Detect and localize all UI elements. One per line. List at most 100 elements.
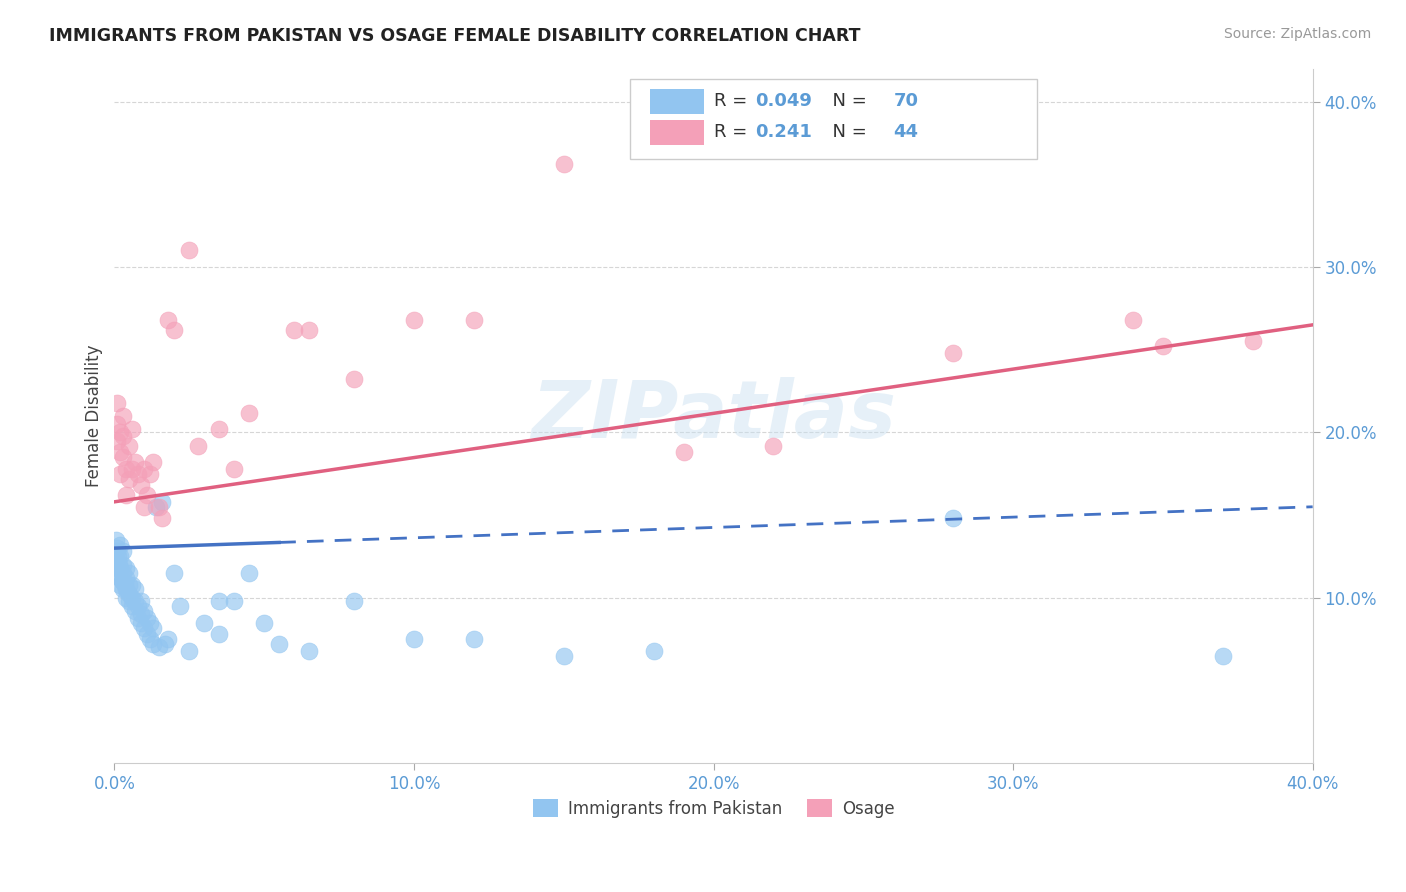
Point [118, 594, 141, 608]
Point [402, 632, 425, 646]
Point [127, 599, 149, 613]
Point [142, 637, 165, 651]
FancyBboxPatch shape [630, 78, 1038, 159]
Point [463, 632, 485, 646]
Point [1212, 648, 1234, 663]
Point [107, 554, 129, 568]
Point [142, 620, 165, 634]
Point [107, 417, 129, 431]
Point [343, 372, 366, 386]
Point [150, 495, 173, 509]
Point [110, 425, 132, 440]
Point [107, 434, 129, 448]
Text: IMMIGRANTS FROM PAKISTAN VS OSAGE FEMALE DISABILITY CORRELATION CHART: IMMIGRANTS FROM PAKISTAN VS OSAGE FEMALE… [49, 27, 860, 45]
Point [115, 571, 138, 585]
Point [942, 346, 965, 360]
Point [107, 561, 129, 575]
Point [107, 395, 129, 409]
Point [111, 574, 134, 589]
Point [112, 566, 135, 580]
Text: N =: N = [821, 123, 873, 142]
Point [134, 500, 156, 514]
Point [148, 640, 170, 655]
Point [762, 439, 785, 453]
Text: N =: N = [821, 92, 873, 111]
Point [112, 428, 135, 442]
Point [208, 422, 231, 436]
Point [112, 582, 135, 597]
Point [131, 615, 153, 630]
Point [108, 566, 131, 580]
Legend: Immigrants from Pakistan, Osage: Immigrants from Pakistan, Osage [526, 793, 901, 824]
Point [105, 544, 128, 558]
Point [1152, 339, 1174, 353]
Point [118, 587, 141, 601]
Point [131, 594, 153, 608]
Point [107, 549, 129, 564]
Y-axis label: Female Disability: Female Disability [86, 344, 103, 487]
Point [643, 643, 665, 657]
Point [134, 620, 156, 634]
Text: 0.241: 0.241 [755, 123, 813, 142]
Point [179, 244, 201, 258]
Point [118, 577, 141, 591]
Point [110, 445, 132, 459]
Point [283, 323, 305, 337]
Point [112, 409, 135, 423]
Point [115, 488, 138, 502]
Point [253, 615, 276, 630]
FancyBboxPatch shape [650, 120, 704, 145]
Point [1122, 313, 1144, 327]
Point [110, 561, 132, 575]
Point [553, 648, 575, 663]
Point [124, 604, 146, 618]
Point [157, 313, 180, 327]
Point [463, 313, 485, 327]
Point [553, 157, 575, 171]
Point [118, 566, 141, 580]
Point [121, 591, 143, 605]
Point [224, 594, 246, 608]
Point [115, 561, 138, 575]
Text: R =: R = [713, 123, 752, 142]
Point [1241, 334, 1264, 349]
Point [238, 405, 260, 419]
Point [298, 323, 321, 337]
Point [110, 467, 132, 481]
Point [127, 610, 149, 624]
Point [136, 488, 159, 502]
Point [179, 643, 201, 657]
Point [136, 610, 159, 624]
Point [134, 462, 156, 476]
Point [118, 439, 141, 453]
Point [112, 574, 135, 589]
Point [124, 455, 146, 469]
Point [163, 566, 186, 580]
Point [114, 577, 136, 591]
Point [238, 566, 260, 580]
Point [110, 549, 132, 564]
Point [134, 604, 156, 618]
Point [402, 313, 425, 327]
Point [187, 439, 209, 453]
Point [112, 544, 135, 558]
Point [108, 558, 131, 572]
FancyBboxPatch shape [650, 88, 704, 113]
Point [131, 478, 153, 492]
Text: 44: 44 [893, 123, 918, 142]
Point [107, 541, 129, 555]
Point [118, 472, 141, 486]
Point [115, 462, 138, 476]
Point [139, 467, 162, 481]
Point [139, 615, 162, 630]
Point [115, 582, 138, 597]
Point [121, 422, 143, 436]
Point [142, 455, 165, 469]
Point [121, 599, 143, 613]
Point [169, 599, 191, 613]
Point [150, 511, 173, 525]
Point [110, 538, 132, 552]
Text: 0.049: 0.049 [755, 92, 813, 111]
Point [942, 511, 965, 525]
Text: Source: ZipAtlas.com: Source: ZipAtlas.com [1223, 27, 1371, 41]
